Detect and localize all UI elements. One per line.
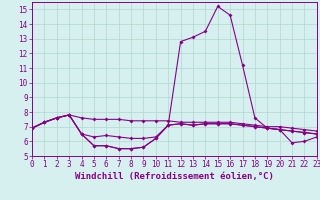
X-axis label: Windchill (Refroidissement éolien,°C): Windchill (Refroidissement éolien,°C) — [75, 172, 274, 181]
